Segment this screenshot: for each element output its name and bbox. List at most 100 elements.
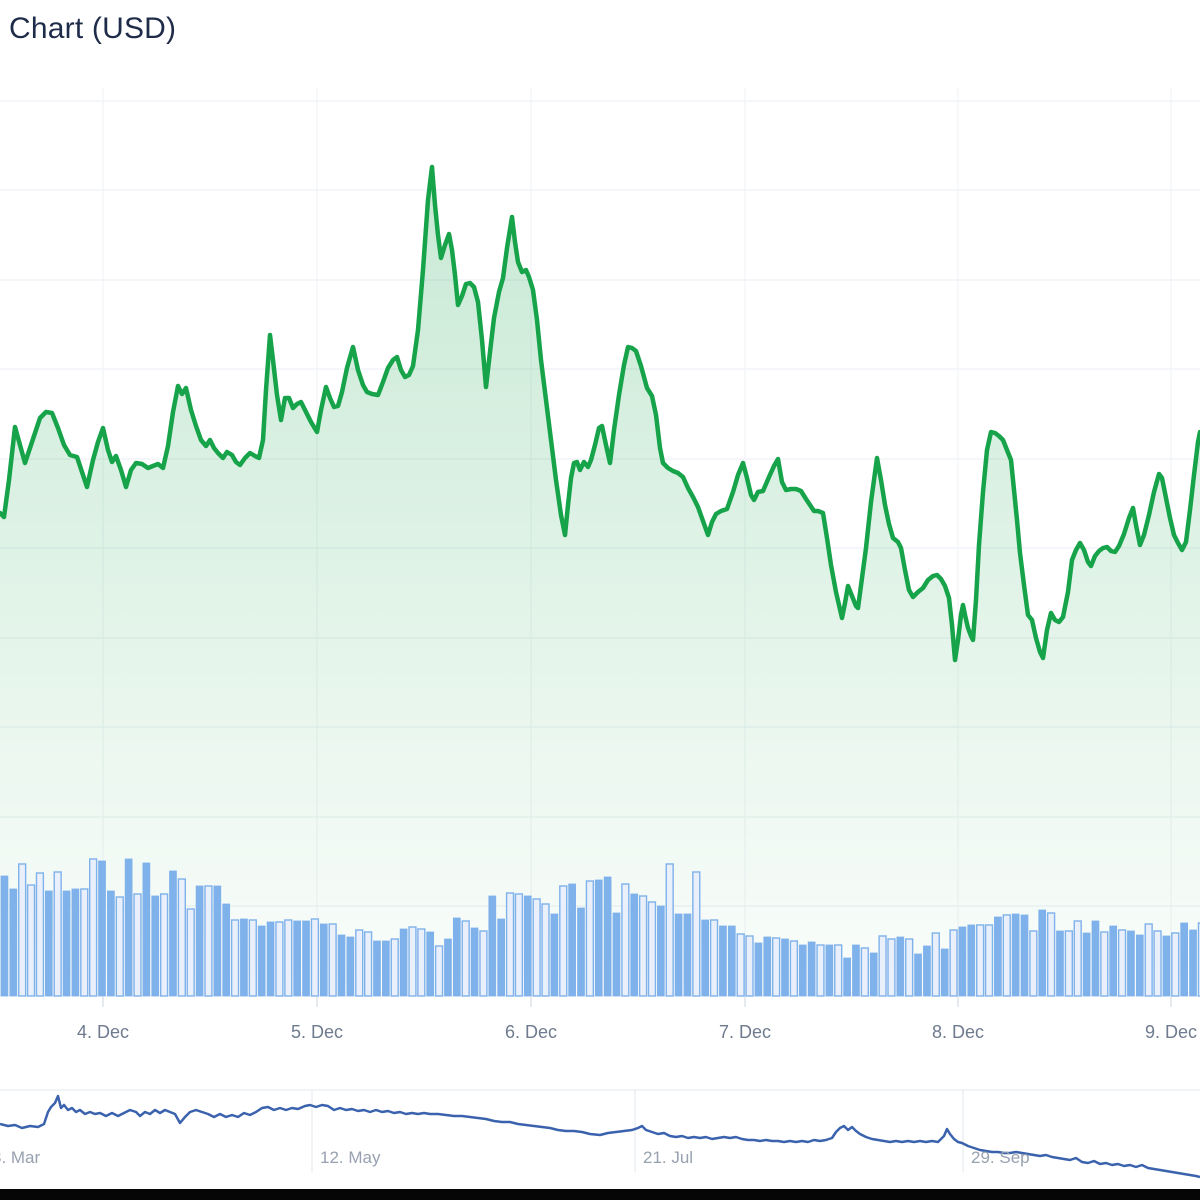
volume-bar[interactable] — [479, 930, 488, 997]
volume-bar[interactable] — [293, 920, 302, 997]
volume-bar[interactable] — [914, 953, 922, 997]
volume-bar[interactable] — [709, 919, 719, 997]
volume-bar[interactable] — [541, 903, 550, 997]
volume-bar[interactable] — [1064, 930, 1074, 997]
volume-bar[interactable] — [390, 938, 399, 997]
volume-bar[interactable] — [585, 880, 595, 997]
volume-bar[interactable] — [230, 919, 240, 997]
volume-bar[interactable] — [505, 892, 515, 997]
volume-bar[interactable] — [638, 895, 648, 997]
volume-bar[interactable] — [594, 879, 603, 997]
volume-bar[interactable] — [683, 913, 692, 997]
volume-bar[interactable] — [559, 885, 568, 997]
volume-bar[interactable] — [1038, 909, 1047, 997]
volume-bar[interactable] — [816, 944, 825, 997]
volume-bar[interactable] — [240, 918, 248, 997]
volume-bar[interactable] — [1011, 913, 1020, 997]
volume-bar[interactable] — [656, 905, 665, 997]
volume-bar[interactable] — [417, 928, 426, 997]
volume-bar[interactable] — [159, 893, 169, 997]
volume-bar[interactable] — [151, 895, 160, 997]
volume-bar[interactable] — [523, 895, 532, 997]
volume-bar[interactable] — [1180, 922, 1189, 997]
volume-bar[interactable] — [612, 912, 621, 997]
volume-bar[interactable] — [124, 858, 133, 997]
volume-bar[interactable] — [26, 884, 36, 997]
volume-bar[interactable] — [310, 918, 320, 997]
volume-bar[interactable] — [1153, 930, 1162, 997]
volume-bar[interactable] — [115, 896, 124, 997]
volume-bar[interactable] — [568, 883, 576, 997]
volume-bar[interactable] — [665, 863, 674, 997]
volume-bar[interactable] — [195, 885, 204, 997]
volume-bar[interactable] — [1171, 932, 1180, 997]
volume-bar[interactable] — [771, 937, 781, 997]
volume-bar[interactable] — [878, 935, 887, 997]
volume-bar[interactable] — [1029, 930, 1038, 997]
volume-bar[interactable] — [328, 923, 337, 997]
volume-bar[interactable] — [1135, 934, 1144, 997]
volume-bar[interactable] — [62, 890, 71, 997]
volume-bar[interactable] — [1002, 914, 1011, 997]
volume-bar[interactable] — [931, 932, 940, 997]
volume-bar[interactable] — [745, 935, 754, 997]
volume-bar[interactable] — [452, 917, 461, 997]
volume-bar[interactable] — [35, 872, 45, 997]
volume-bar[interactable] — [798, 944, 807, 997]
volume-bar[interactable] — [1056, 930, 1064, 997]
volume-bar[interactable] — [550, 913, 559, 997]
volume-bar[interactable] — [994, 916, 1002, 997]
volume-bar[interactable] — [1189, 929, 1197, 997]
volume-bar[interactable] — [940, 948, 949, 997]
volume-bar[interactable] — [532, 898, 541, 997]
volume-bar[interactable] — [781, 938, 789, 997]
volume-bar[interactable] — [923, 945, 931, 997]
volume-bar[interactable] — [488, 895, 497, 997]
volume-bar[interactable] — [1082, 932, 1091, 997]
volume-bar[interactable] — [807, 941, 816, 997]
volume-bar[interactable] — [967, 924, 976, 997]
volume-bar[interactable] — [1091, 920, 1100, 997]
volume-bar[interactable] — [222, 903, 231, 997]
volume-bar[interactable] — [1197, 922, 1200, 997]
volume-bar[interactable] — [434, 945, 444, 997]
volume-bar[interactable] — [949, 929, 958, 997]
volume-bar[interactable] — [736, 933, 745, 997]
volume-bar[interactable] — [266, 921, 275, 997]
volume-bar[interactable] — [1046, 912, 1056, 997]
volume-bar[interactable] — [363, 931, 373, 997]
volume-bar[interactable] — [896, 936, 905, 997]
navigator-line-series[interactable] — [0, 1094, 1200, 1179]
volume-bar[interactable] — [630, 893, 639, 997]
volume-bar[interactable] — [53, 871, 62, 997]
volume-bar[interactable] — [887, 938, 896, 997]
volume-bar[interactable] — [603, 876, 612, 997]
volume-bar[interactable] — [177, 878, 186, 997]
volume-bar[interactable] — [621, 883, 630, 997]
volume-bar[interactable] — [213, 885, 222, 997]
volume-bar[interactable] — [958, 926, 967, 997]
volume-bar[interactable] — [577, 907, 585, 997]
volume-bar[interactable] — [337, 934, 346, 997]
volume-bar[interactable] — [1109, 925, 1118, 997]
volume-bar[interactable] — [107, 890, 115, 997]
volume-bar[interactable] — [169, 870, 177, 997]
volume-bar[interactable] — [1100, 931, 1109, 997]
volume-bar[interactable] — [9, 888, 18, 997]
volume-bar[interactable] — [674, 913, 683, 997]
price-line-series[interactable] — [0, 164, 1200, 663]
volume-bar[interactable] — [701, 919, 710, 997]
volume-bar[interactable] — [133, 893, 142, 997]
volume-bar[interactable] — [514, 893, 524, 997]
volume-bar[interactable] — [284, 919, 293, 997]
volume-bar[interactable] — [399, 928, 408, 997]
volume-bar[interactable] — [727, 925, 736, 997]
volume-bar[interactable] — [470, 927, 479, 997]
volume-bar[interactable] — [1162, 935, 1171, 997]
volume-bar[interactable] — [426, 931, 435, 997]
volume-bar[interactable] — [44, 890, 53, 997]
volume-bar[interactable] — [80, 888, 89, 997]
volume-bar[interactable] — [88, 858, 98, 997]
volume-bar[interactable] — [1073, 920, 1082, 997]
volume-bar[interactable] — [98, 860, 106, 997]
